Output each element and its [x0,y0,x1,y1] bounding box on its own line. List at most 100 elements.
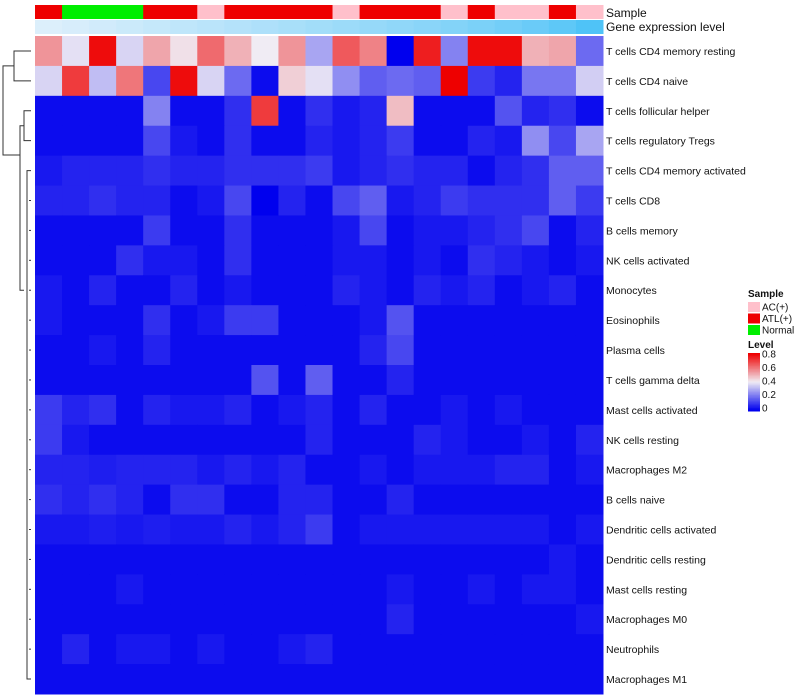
heatmap-cell [575,125,604,157]
level-bar-segment [748,387,760,390]
heatmap-cell [197,365,225,396]
heatmap-cell [305,574,334,605]
heatmap-cell [386,335,415,366]
gene-level-annotation-cell [440,20,469,34]
level-bar-segment [748,370,760,373]
heatmap-cell [521,185,550,216]
heatmap-cell [575,664,604,695]
heatmap-cell [440,484,469,516]
heatmap-cell [197,454,225,486]
sample-legend-swatch [748,302,760,312]
heatmap-cell [197,125,225,157]
heatmap-cell [494,574,523,605]
row-label: B cells naive [606,495,665,507]
level-bar-segment [748,386,760,389]
heatmap-cell [386,664,415,695]
heatmap-cell [467,185,496,216]
heatmap-cell [170,574,198,605]
sample-annotation-cell [386,5,415,19]
gene-level-annotation-cell [548,20,577,34]
heatmap-cell [251,305,279,336]
heatmap-cell [413,155,442,187]
heatmap-cell [386,185,415,216]
heatmap-cell [251,544,279,575]
heatmap-cell [521,514,550,545]
heatmap-cell [386,604,415,635]
heatmap-cell [467,215,496,246]
heatmap-cell [548,604,577,635]
heatmap-cell [143,245,171,276]
gene-level-annotation-cell [305,20,334,34]
row-label: NK cells activated [606,255,690,267]
sample-annotation-cell [494,5,523,19]
heatmap-cell [116,185,144,216]
heatmap-cell [35,125,63,157]
sample-legend-label: AC(+) [762,303,788,314]
heatmap-cell [116,335,144,366]
heatmap-cell [332,155,361,187]
level-bar-segment [748,358,760,361]
level-bar-segment [748,397,760,400]
level-bar-segment [748,368,760,371]
heatmap-cell [35,664,63,695]
heatmap-cell [224,36,252,67]
heatmap-cell [413,544,442,575]
heatmap-cell [89,664,117,695]
heatmap-cell [224,155,252,187]
heatmap-cell [494,215,523,246]
heatmap-cell [143,305,171,336]
heatmap-cell [278,65,306,97]
sample-legend-title: Sample [748,289,784,300]
heatmap-cell [575,335,604,366]
heatmap-cell [224,245,252,276]
heatmap-cell [35,95,63,127]
heatmap-cell [386,514,415,545]
heatmap-cell [197,574,225,605]
heatmap-cell [116,484,144,516]
gene-level-annotation-cell [224,20,252,34]
heatmap-cell [359,125,388,157]
heatmap-cell [440,215,469,246]
level-bar-segment [748,396,760,399]
heatmap-cell [224,604,252,635]
heatmap-cell [251,604,279,635]
heatmap-cell [467,514,496,545]
heatmap-cell [224,394,252,426]
heatmap-cell [359,305,388,336]
heatmap-cell [413,365,442,396]
heatmap-cell [143,335,171,366]
heatmap-cell [251,95,279,127]
heatmap-cell [89,215,117,246]
heatmap-cell [278,125,306,157]
heatmap-cell [197,394,225,426]
heatmap-cell [170,95,198,127]
heatmap-cell [332,484,361,516]
heatmap-cell [143,65,171,97]
heatmap-cell [35,394,63,426]
heatmap-cell [89,424,117,456]
row-label: Mast cells resting [606,584,687,596]
heatmap-cell [116,155,144,187]
dendrogram-branch [2,65,20,156]
heatmap-cell [197,185,225,216]
heatmap-cell [305,215,334,246]
heatmap-cell [278,574,306,605]
heatmap-cell [62,514,90,545]
heatmap-cell [224,514,252,545]
level-bar-segment [748,406,760,409]
heatmap-cell [494,664,523,695]
heatmap-cell [440,95,469,127]
heatmap-cell [116,245,144,276]
heatmap-cell [467,365,496,396]
heatmap-cell [575,215,604,246]
heatmap-cell [305,185,334,216]
level-bar-segment [748,363,760,366]
heatmap-cell [62,245,90,276]
level-bar-segment [748,380,760,383]
heatmap-cell [440,394,469,426]
heatmap-cell [35,514,63,545]
heatmap-cell [494,36,523,67]
heatmap-cell [224,95,252,127]
heatmap-cell [89,155,117,187]
heatmap-cell [224,305,252,336]
